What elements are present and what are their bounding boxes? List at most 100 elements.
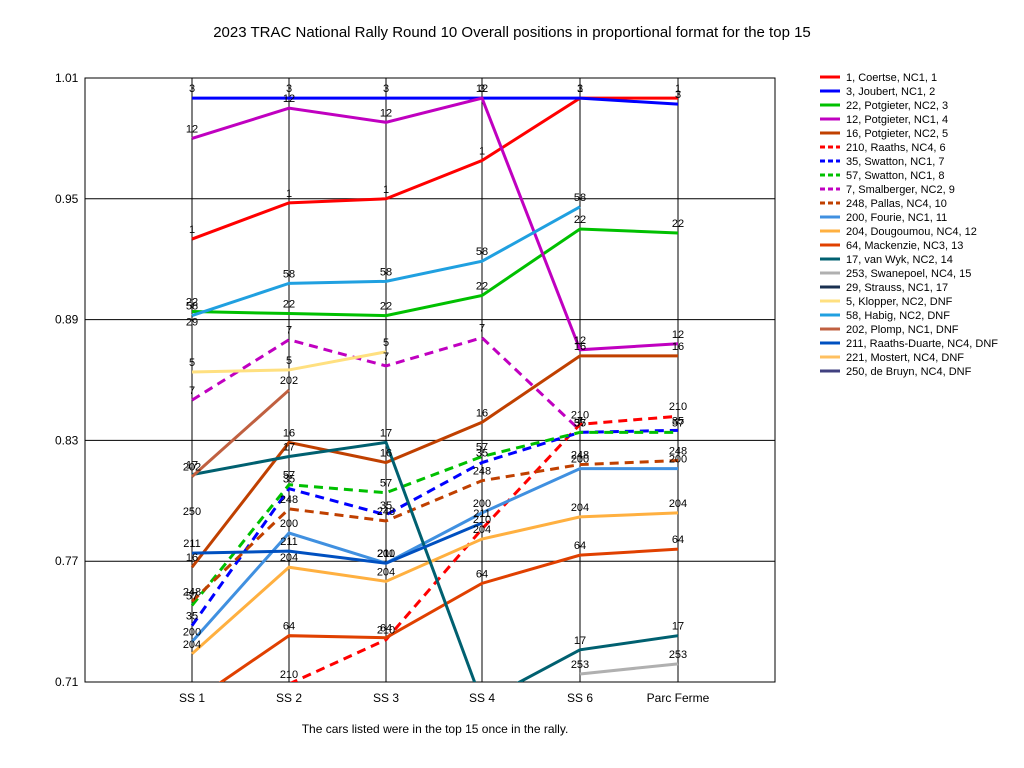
legend-entry: 210, Raaths, NC4, 6 (846, 142, 946, 154)
point-label: 64 (476, 568, 488, 580)
point-label: 1 (383, 184, 389, 196)
point-label: 16 (672, 341, 684, 353)
legend-entry: 3, Joubert, NC1, 2 (846, 86, 935, 98)
point-label: 17 (672, 621, 684, 633)
point-label: 58 (380, 266, 392, 278)
point-label: 57 (283, 470, 295, 482)
point-label: 64 (283, 621, 295, 633)
point-label: 202 (280, 375, 298, 387)
legend-entry: 200, Fourie, NC1, 11 (846, 212, 947, 224)
point-label: 12 (574, 335, 586, 347)
point-label: 204 (473, 524, 491, 536)
legend-entry: 253, Swanepoel, NC4, 15 (846, 268, 971, 280)
legend-entry: 22, Potgieter, NC2, 3 (846, 100, 948, 112)
point-label: 3 (577, 83, 583, 95)
point-label: 58 (574, 192, 586, 204)
point-label: 64 (672, 534, 684, 546)
point-label: 16 (476, 407, 488, 419)
point-label: 7 (383, 351, 389, 363)
legend-entry: 58, Habig, NC2, DNF (846, 310, 950, 322)
chart-title: 2023 TRAC National Rally Round 10 Overal… (213, 24, 811, 41)
series-line (191, 350, 387, 374)
legend-entry: 5, Klopper, NC2, DNF (846, 296, 953, 308)
point-label: 12 (672, 329, 684, 341)
point-label: 7 (577, 415, 583, 427)
point-label: 200 (377, 548, 395, 560)
point-label: 7 (189, 385, 195, 397)
point-label: 204 (280, 552, 298, 564)
series-line (190, 459, 679, 603)
point-label: 248 (571, 450, 589, 462)
series-line (218, 547, 679, 682)
x-tick-label: SS 6 (567, 691, 593, 705)
legend-entry: 17, van Wyk, NC2, 14 (846, 254, 953, 266)
point-label: 253 (571, 659, 589, 671)
point-label: 16 (380, 448, 392, 460)
series-line (191, 227, 679, 318)
legend-entry: 204, Dougoumou, NC4, 12 (846, 226, 977, 238)
point-label: 57 (186, 590, 198, 602)
point-label: 3 (479, 83, 485, 95)
point-label: 204 (377, 566, 395, 578)
y-tick-label: 0.95 (55, 192, 79, 206)
point-label: 253 (669, 649, 687, 661)
legend-entry: 248, Pallas, NC4, 10 (846, 198, 947, 210)
point-label: 7 (479, 323, 485, 335)
point-label: 210 (571, 409, 589, 421)
point-label: 58 (283, 268, 295, 280)
point-label: 204 (183, 639, 201, 651)
point-label: 202 (183, 462, 201, 474)
point-label: 57 (672, 417, 684, 429)
series-line (191, 440, 679, 682)
x-tick-label: SS 2 (276, 691, 302, 705)
point-label: 5 (383, 337, 389, 349)
point-label: 204 (571, 502, 589, 514)
legend-entry: 7, Smalberger, NC2, 9 (846, 184, 955, 196)
plot-border (84, 77, 776, 683)
point-label: 7 (286, 325, 292, 337)
legend-entry: 250, de Bruyn, NC4, DNF (846, 366, 972, 378)
x-tick-label: SS 4 (469, 691, 495, 705)
series-line (191, 521, 483, 565)
point-label: 57 (380, 478, 392, 490)
point-label: 200 (571, 454, 589, 466)
point-label: 35 (672, 415, 684, 427)
point-label: 22 (283, 299, 295, 311)
point-label: 250 (183, 506, 201, 518)
point-label: 5 (189, 357, 195, 369)
point-label: 248 (183, 586, 201, 598)
point-label: 57 (476, 442, 488, 454)
legend-entry: 57, Swatton, NC1, 8 (846, 170, 944, 182)
y-tick-label: 0.89 (55, 313, 79, 327)
legend-entry: 211, Raaths-Duarte, NC4, DNF (846, 338, 998, 350)
point-label: 248 (280, 494, 298, 506)
point-label: 57 (574, 417, 586, 429)
legend-entry: 29, Strauss, NC1, 17 (846, 282, 948, 294)
legend-entry: 1, Coertse, NC1, 1 (846, 72, 937, 84)
point-label: 5 (286, 355, 292, 367)
point-label: 211 (377, 548, 395, 560)
point-label: 200 (280, 518, 298, 530)
x-tick-label: Parc Ferme (647, 691, 710, 705)
point-label: 35 (283, 474, 295, 486)
point-label: 35 (476, 448, 488, 460)
point-label: 200 (183, 627, 201, 639)
point-label: 210 (377, 625, 395, 637)
series-line (192, 96, 679, 106)
point-label: 22 (672, 218, 684, 230)
point-label: 17 (283, 442, 295, 454)
series-line (190, 467, 678, 643)
point-label: 22 (186, 297, 198, 309)
point-label: 16 (574, 341, 586, 353)
point-label: 35 (574, 417, 586, 429)
point-label: 210 (473, 514, 491, 526)
y-tick-label: 0.77 (55, 554, 79, 568)
point-label: 210 (280, 669, 298, 681)
legend-entry: 35, Swatton, NC1, 7 (846, 156, 944, 168)
point-label: 29 (186, 317, 198, 329)
legend-entry: 221, Mostert, NC4, DNF (846, 352, 964, 364)
point-label: 3 (675, 89, 681, 101)
legend-entry: 16, Potgieter, NC2, 5 (846, 128, 948, 140)
point-label: 22 (574, 214, 586, 226)
legend-entry: 202, Plomp, NC1, DNF (846, 324, 959, 336)
